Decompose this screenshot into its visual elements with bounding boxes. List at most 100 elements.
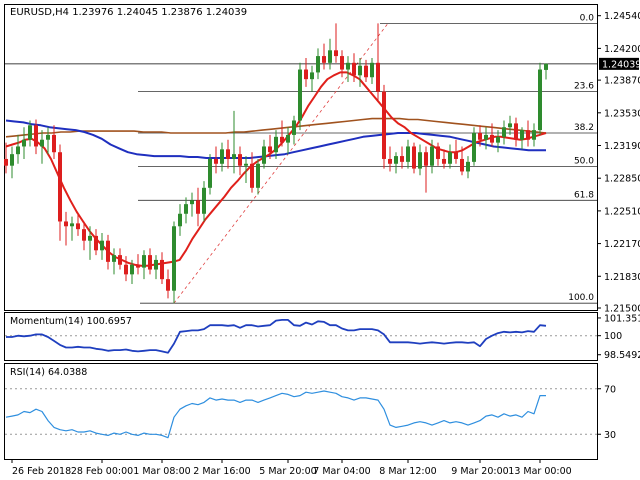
bullish-candle: [178, 213, 182, 227]
bullish-candle: [40, 139, 44, 147]
time-axis-label: 2 Mar 16:00: [193, 466, 250, 477]
current-price-box: [599, 57, 639, 70]
bearish-candle: [250, 163, 254, 188]
fib-level-label: 50.0: [574, 157, 594, 167]
bullish-candle: [16, 146, 20, 155]
bullish-candle: [112, 255, 116, 262]
rsi-levels: [5, 388, 597, 435]
bullish-candle: [172, 226, 176, 291]
bearish-candle: [118, 255, 122, 265]
momentum-axis-label: 98.5492: [604, 350, 640, 361]
momentum-panel-frame: [4, 312, 598, 361]
bullish-candle: [274, 136, 278, 153]
momentum-panel: Momentum(14) 100.6957 101.3511 100 98.5492: [4, 312, 640, 361]
time-axis-label: 8 Mar 12:00: [379, 466, 436, 477]
price-axis-label: 1.21500: [604, 304, 640, 315]
bearish-candle: [376, 62, 380, 92]
bearish-candle: [514, 123, 518, 140]
bearish-candle: [340, 56, 344, 70]
rsi-axis-label: 70: [604, 384, 616, 395]
bullish-candle: [448, 152, 452, 164]
time-axis-label: 1 Mar 08:00: [133, 466, 190, 477]
bullish-candle: [544, 63, 548, 70]
bearish-candle: [280, 136, 284, 143]
bearish-candle: [76, 223, 80, 230]
bullish-candle: [466, 161, 470, 172]
price-panel-frame: [4, 4, 598, 311]
bearish-candle: [352, 62, 356, 76]
bullish-candle: [496, 136, 500, 143]
fib-level-label: 61.8: [574, 190, 594, 200]
bullish-candle: [520, 130, 524, 140]
momentum-title: Momentum(14) 100.6957: [10, 316, 132, 327]
bullish-candle: [22, 139, 26, 147]
bearish-candle: [490, 134, 494, 143]
time-axis-label: 28 Feb 00:00: [71, 466, 133, 477]
bearish-candle: [124, 264, 128, 275]
bullish-candle: [508, 123, 512, 128]
rsi-series: [5, 390, 546, 439]
time-axis-label: 13 Mar 00:00: [508, 466, 571, 477]
rsi-line: [5, 390, 546, 439]
bearish-candle: [382, 91, 386, 159]
bullish-candle: [100, 240, 104, 251]
price-axis-label: 1.21830: [604, 272, 640, 283]
bullish-candle: [184, 204, 188, 214]
bullish-candle: [394, 156, 398, 164]
fib-level-label: 38.2: [574, 123, 594, 133]
bullish-candle: [502, 127, 506, 137]
price-axis-label: 1.24540: [604, 11, 640, 22]
price-axis-label: 1.23530: [604, 108, 640, 119]
bullish-candle: [70, 223, 74, 227]
time-axis: 26 Feb 2018 28 Feb 00:00 1 Mar 08:00 2 Mar …: [11, 460, 572, 477]
bullish-candle: [208, 158, 212, 188]
bullish-candle: [532, 130, 536, 140]
bullish-candle: [328, 50, 332, 63]
bullish-candle: [472, 133, 476, 162]
momentum-line: [6, 318, 547, 354]
price-panel-title: EURUSD,H4 1.23976 1.24045 1.23876 1.2403…: [10, 7, 247, 18]
bearish-candle: [436, 146, 440, 159]
bullish-candle: [292, 120, 296, 135]
momentum-axis-label: 100: [604, 331, 622, 342]
bearish-candle: [52, 134, 56, 153]
bearish-candle: [148, 255, 152, 270]
bearish-candle: [34, 125, 38, 147]
bullish-candle: [538, 69, 542, 131]
bearish-candle: [268, 146, 272, 153]
bearish-candle: [166, 279, 170, 291]
bullish-candle: [10, 154, 14, 166]
rsi-panel-frame: [4, 363, 598, 460]
ma-long-line: [5, 117, 547, 138]
price-axis-label: 1.22850: [604, 174, 640, 185]
bullish-candle: [154, 259, 158, 270]
time-axis-label: 9 Mar 20:00: [451, 466, 508, 477]
bearish-candle: [136, 264, 140, 268]
price-axis: 1.24540 1.24200 1.23870 1.23530 1.23190 1.228…: [598, 11, 640, 315]
bullish-candle: [430, 146, 434, 166]
bullish-candle: [220, 149, 224, 164]
bullish-candle: [418, 152, 422, 169]
bearish-candle: [400, 156, 404, 162]
bearish-candle: [442, 158, 446, 164]
time-axis-label: 7 Mar 04:00: [313, 466, 370, 477]
time-axis-label: 5 Mar 20:00: [259, 466, 316, 477]
bullish-candle: [88, 235, 92, 241]
bullish-candle: [232, 154, 236, 159]
bearish-candle: [334, 50, 338, 57]
bearish-candle: [4, 158, 8, 166]
bearish-candle: [460, 158, 464, 172]
bullish-candle: [130, 264, 134, 275]
price-axis-label: 1.22510: [604, 206, 640, 217]
bearish-candle: [388, 158, 392, 164]
bullish-candle: [28, 125, 32, 140]
bearish-candle: [82, 229, 86, 241]
fib-level-label: 100.0: [568, 293, 594, 303]
bearish-candle: [106, 240, 110, 262]
bullish-candle: [256, 163, 260, 188]
time-axis-label: 26 Feb 2018: [12, 466, 71, 477]
momentum-series: [6, 318, 547, 354]
bullish-candle: [286, 134, 290, 143]
candlesticks: [4, 23, 548, 304]
